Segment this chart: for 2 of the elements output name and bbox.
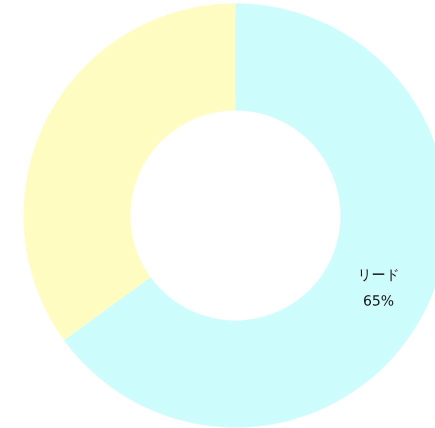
- slice-label: リード: [358, 267, 400, 284]
- data-label: 65%: [362, 293, 394, 310]
